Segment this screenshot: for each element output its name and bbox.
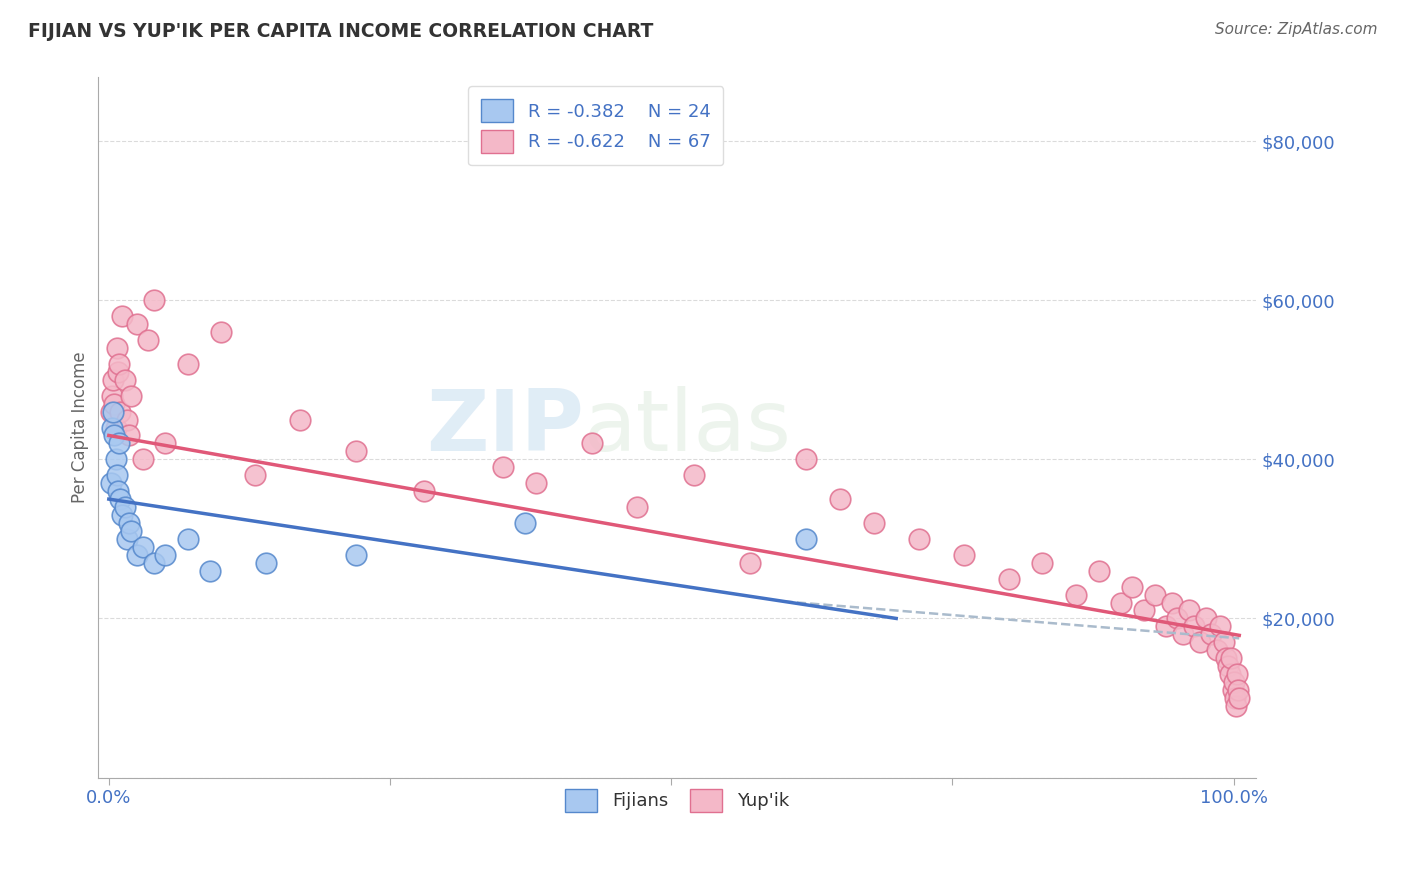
Legend: Fijians, Yup'ik: Fijians, Yup'ik (553, 776, 801, 824)
Point (107, 484, 129, 499)
Y-axis label: Per Capita Income: Per Capita Income (72, 351, 89, 503)
Point (107, 365, 129, 379)
Point (1209, 619, 1232, 633)
Point (626, 500, 648, 514)
Point (1212, 635, 1234, 649)
Point (491, 460, 513, 475)
Point (111, 309, 134, 323)
Point (828, 492, 851, 507)
Point (142, 556, 165, 570)
Point (1216, 659, 1239, 673)
Point (794, 452, 817, 467)
Point (1109, 595, 1132, 609)
Point (1222, 683, 1244, 698)
Point (131, 452, 153, 467)
Point (513, 516, 536, 530)
Point (153, 436, 176, 450)
Point (176, 357, 198, 371)
Point (581, 436, 603, 450)
Point (1199, 627, 1222, 641)
Point (344, 548, 367, 562)
Point (111, 508, 134, 522)
Point (1222, 675, 1244, 690)
Point (120, 389, 142, 403)
Point (952, 548, 974, 562)
Point (118, 516, 141, 530)
Point (114, 373, 136, 387)
Point (108, 404, 131, 418)
Point (100, 404, 122, 418)
Point (862, 516, 884, 530)
Point (108, 492, 131, 507)
Point (142, 293, 165, 308)
Point (1177, 603, 1199, 617)
Point (1225, 698, 1247, 713)
Point (108, 436, 131, 450)
Point (209, 325, 232, 339)
Point (104, 420, 127, 434)
Point (103, 428, 125, 442)
Point (1143, 588, 1166, 602)
Point (105, 341, 128, 355)
Point (412, 484, 434, 499)
Point (198, 564, 221, 578)
Point (115, 412, 138, 426)
Point (1215, 651, 1237, 665)
Point (243, 468, 266, 483)
Point (997, 572, 1019, 586)
Text: ZIP: ZIP (426, 386, 583, 469)
Point (136, 333, 159, 347)
Point (114, 500, 136, 514)
Point (907, 532, 929, 546)
Text: atlas: atlas (583, 386, 792, 469)
Point (682, 468, 704, 483)
Point (1121, 580, 1143, 594)
Point (1227, 683, 1250, 698)
Text: FIJIAN VS YUP'IK PER CAPITA INCOME CORRELATION CHART: FIJIAN VS YUP'IK PER CAPITA INCOME CORRE… (28, 22, 654, 41)
Point (101, 389, 124, 403)
Point (103, 373, 125, 387)
Point (1182, 619, 1205, 633)
Point (1226, 667, 1249, 681)
Point (1223, 691, 1246, 706)
Point (108, 357, 131, 371)
Point (1064, 588, 1087, 602)
Point (794, 532, 817, 546)
Point (101, 420, 124, 434)
Point (103, 397, 125, 411)
Point (1154, 619, 1177, 633)
Point (125, 317, 148, 331)
Point (115, 532, 138, 546)
Point (105, 468, 128, 483)
Point (1087, 564, 1109, 578)
Point (104, 452, 127, 467)
Point (118, 428, 141, 442)
Point (1132, 603, 1154, 617)
Point (176, 532, 198, 546)
Point (103, 404, 125, 418)
Point (120, 524, 142, 538)
Point (125, 548, 148, 562)
Point (100, 476, 122, 491)
Point (1031, 556, 1053, 570)
Point (1205, 643, 1227, 657)
Text: Source: ZipAtlas.com: Source: ZipAtlas.com (1215, 22, 1378, 37)
Point (131, 540, 153, 554)
Point (738, 556, 761, 570)
Point (1194, 611, 1216, 625)
Point (344, 444, 367, 458)
Point (1188, 635, 1211, 649)
Point (153, 548, 176, 562)
Point (1227, 691, 1250, 706)
Point (288, 412, 311, 426)
Point (1220, 651, 1243, 665)
Point (1166, 611, 1188, 625)
Point (1171, 627, 1194, 641)
Point (254, 556, 277, 570)
Point (524, 476, 547, 491)
Point (1160, 595, 1182, 609)
Point (1219, 667, 1241, 681)
